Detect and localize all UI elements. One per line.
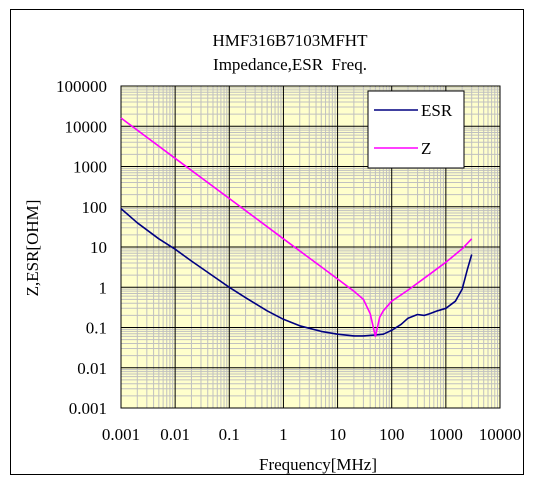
- y-tick-label: 100000: [56, 77, 107, 96]
- y-axis-label: Z,ESR[OHM]: [23, 200, 42, 297]
- chart-title: HMF316B7103MFHT: [213, 31, 369, 50]
- x-tick-label: 0.001: [102, 425, 140, 444]
- series-line-esr: [120, 207, 473, 337]
- chart-subtitle: Impedance,ESR Freq.: [213, 55, 367, 74]
- axis-ticks: 0.001 0.01 0.1 1 10 100 1000 10000 0.001 0.01 0.1 1…: [56, 77, 521, 444]
- y-tick-label: 10000: [65, 117, 108, 136]
- legend-label-z: Z: [421, 139, 431, 158]
- y-tick-label: 100: [82, 198, 108, 217]
- x-tick-label: 1000: [429, 425, 463, 444]
- y-tick-label: 1: [99, 278, 108, 297]
- x-tick-label: 10000: [479, 425, 522, 444]
- x-tick-label: 10: [329, 425, 346, 444]
- x-tick-label: 100: [379, 425, 405, 444]
- legend: ESR Z: [367, 90, 465, 169]
- y-tick-label: 10: [90, 238, 107, 257]
- x-tick-label: 1: [279, 425, 288, 444]
- legend-label-esr: ESR: [421, 101, 453, 120]
- y-tick-label: 1000: [73, 158, 107, 177]
- series-line-z: [120, 117, 473, 338]
- y-tick-label: 0.001: [69, 399, 107, 418]
- x-axis-label: Frequency[MHz]: [259, 455, 377, 474]
- x-tick-label: 0.01: [160, 425, 190, 444]
- x-tick-label: 0.1: [219, 425, 240, 444]
- legend-box: [367, 90, 465, 169]
- y-tick-label: 0.01: [77, 359, 107, 378]
- y-tick-label: 0.1: [86, 319, 107, 338]
- plot-border: [120, 85, 501, 409]
